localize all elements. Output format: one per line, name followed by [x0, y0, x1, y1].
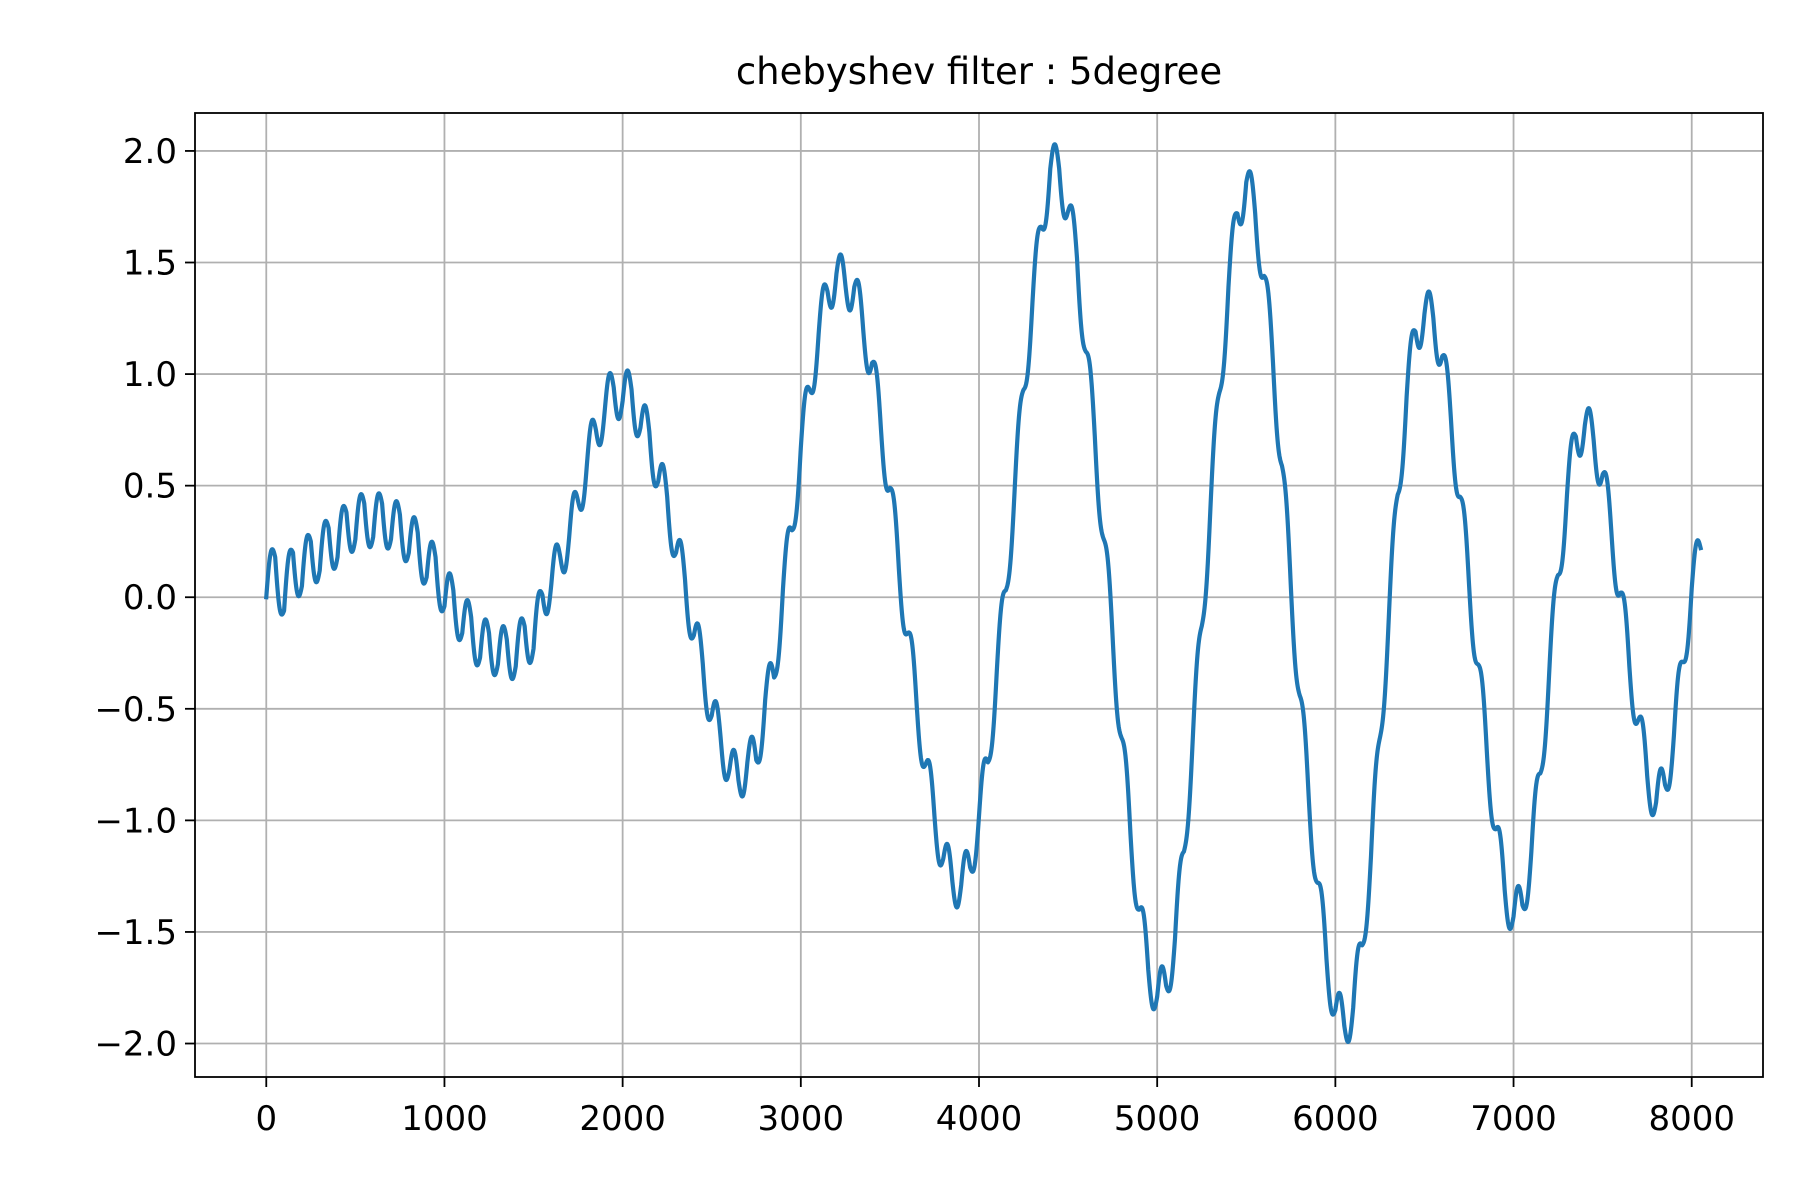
x-axis: 0 1000 2000 3000 4000 5000 6000 7000 8000	[255, 1077, 1735, 1139]
y-tick-label: −1.5	[94, 913, 177, 953]
x-tick-label: 6000	[1292, 1099, 1379, 1139]
x-tick-label: 3000	[758, 1099, 845, 1139]
y-tick-label: 2.0	[123, 132, 177, 172]
x-tick-label: 4000	[936, 1099, 1023, 1139]
x-tick-label: 0	[255, 1099, 277, 1139]
y-tick-label: −1.0	[94, 801, 177, 841]
x-tick-label: 2000	[579, 1099, 666, 1139]
y-tick-label: 0.0	[123, 578, 177, 618]
y-tick-label: −2.0	[94, 1025, 177, 1065]
y-tick-label: −0.5	[94, 690, 177, 730]
x-tick-label: 5000	[1114, 1099, 1201, 1139]
chart-title: chebyshev filter : 5degree	[736, 50, 1222, 93]
x-tick-label: 7000	[1470, 1099, 1557, 1139]
grid-lines	[195, 113, 1763, 1077]
series-line	[264, 142, 1704, 1045]
y-axis: 2.0 1.5 1.0 0.5 0.0 −0.5 −1.0 −1.5 −2.0	[94, 132, 195, 1065]
series-layer	[264, 142, 1704, 1045]
y-tick-label: 1.5	[123, 244, 177, 284]
x-tick-label: 1000	[401, 1099, 488, 1139]
x-tick-label: 8000	[1648, 1099, 1735, 1139]
y-tick-label: 1.0	[123, 355, 177, 395]
y-tick-label: 0.5	[123, 467, 177, 507]
